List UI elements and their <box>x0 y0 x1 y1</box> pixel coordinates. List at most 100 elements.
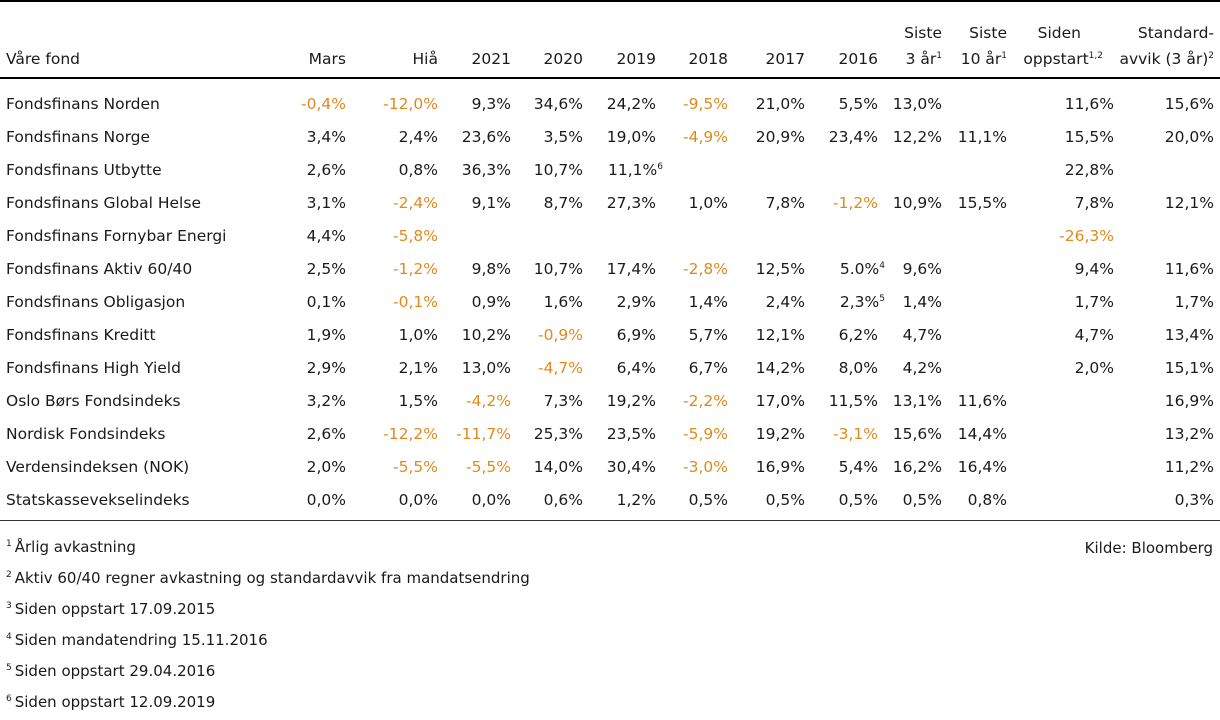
cell-value: 8,0% <box>838 359 878 377</box>
cell-value: 3,2% <box>306 392 346 410</box>
cell-value: 11,2% <box>1164 458 1214 476</box>
cell-value: 5.0% <box>839 260 880 278</box>
cell-siden: 1,7% <box>1075 293 1114 311</box>
cell-value: 8,7% <box>543 194 583 212</box>
footnote: 5 Siden oppstart 29.04.2016 <box>6 662 215 680</box>
cell-y2021: -5,5% <box>466 458 511 476</box>
cell-hia: 2,1% <box>399 359 438 377</box>
cell-y2018: 6,7% <box>689 359 728 377</box>
footnote-text: Årlig avkastning <box>14 538 136 556</box>
cell-value: 15,5% <box>1064 128 1114 146</box>
cell-y2019: 1,2% <box>617 491 656 509</box>
cell-value: 21,0% <box>755 95 805 113</box>
fund-name: Fondsfinans Norden <box>6 95 160 113</box>
header-2016: 2016 <box>838 50 878 68</box>
cell-value: -0,1% <box>393 293 438 311</box>
cell-footnote-ref: 4 <box>879 261 885 271</box>
cell-mars: 2,6% <box>307 161 346 179</box>
cell-value: 7,3% <box>543 392 583 410</box>
cell-y2016: 0,5% <box>839 491 878 509</box>
cell-y2017: 17,0% <box>756 392 805 410</box>
cell-value: 11,6% <box>957 392 1007 410</box>
cell-value: 0,5% <box>765 491 805 509</box>
table-row: Fondsfinans Global Helse 3,1% -2,4% 9,1% 8,7… <box>0 194 1220 214</box>
cell-y2021: 0,9% <box>472 293 511 311</box>
cell-value: 0,8% <box>967 491 1007 509</box>
cell-value: 11,6% <box>1064 95 1114 113</box>
fund-name: Verdensindeksen (NOK) <box>6 458 190 476</box>
cell-value: 2,4% <box>398 128 438 146</box>
cell-y2019: 19,2% <box>607 392 656 410</box>
cell-value: 6,2% <box>838 326 878 344</box>
cell-s3: 15,6% <box>893 425 942 443</box>
cell-value: 23,4% <box>828 128 878 146</box>
cell-y2019: 6,9% <box>617 326 656 344</box>
cell-value: 2,9% <box>306 359 346 377</box>
cell-value: 2,6% <box>306 425 346 443</box>
cell-s3: 0,5% <box>903 491 942 509</box>
cell-value: 1,0% <box>688 194 728 212</box>
cell-mars: 2,6% <box>307 425 346 443</box>
cell-y2017: 20,9% <box>756 128 805 146</box>
cell-value: -2,8% <box>683 260 728 278</box>
cell-value: 3,4% <box>306 128 346 146</box>
cell-mars: 0,1% <box>307 293 346 311</box>
cell-mars: 2,5% <box>307 260 346 278</box>
cell-value: 19,0% <box>606 128 656 146</box>
table-row: Fondsfinans Obligasjon 0,1% -0,1% 0,9% 1,6% 2… <box>0 293 1220 313</box>
cell-value: -4,2% <box>466 392 511 410</box>
header-standardavvik: Standard- avvik (3 år)2 <box>1119 20 1214 72</box>
cell-value: 15,5% <box>957 194 1007 212</box>
cell-y2018: -9,5% <box>683 95 728 113</box>
cell-s3: 12,2% <box>893 128 942 146</box>
header-mars: Mars <box>308 50 346 68</box>
header-siste-3-line1: Siste <box>904 24 942 42</box>
cell-y2020: 7,3% <box>544 392 583 410</box>
cell-value: 0,6% <box>543 491 583 509</box>
cell-value: -12,0% <box>383 95 438 113</box>
cell-y2021: 23,6% <box>462 128 511 146</box>
cell-value: -26,3% <box>1059 227 1114 245</box>
cell-value: 15,6% <box>1164 95 1214 113</box>
source-note: Kilde: Bloomberg <box>1084 539 1213 557</box>
cell-value: 14,2% <box>755 359 805 377</box>
cell-hia: 1,5% <box>399 392 438 410</box>
cell-y2016: 5,5% <box>839 95 878 113</box>
cell-value: 9,1% <box>471 194 511 212</box>
table-row: Statskassevekselindeks 0,0% 0,0% 0,0% 0,6% 1,… <box>0 491 1220 511</box>
cell-value: 0,5% <box>902 491 942 509</box>
bottom-rule <box>0 520 1220 521</box>
cell-value: 2,1% <box>398 359 438 377</box>
cell-y2017: 7,8% <box>766 194 805 212</box>
cell-value: 5,7% <box>688 326 728 344</box>
cell-y2020: 10,7% <box>534 161 583 179</box>
cell-y2017: 16,9% <box>756 458 805 476</box>
header-siste-10-ar: Siste 10 år1 <box>961 20 1007 72</box>
cell-value: 10,7% <box>533 260 583 278</box>
footnote-text: Siden oppstart 17.09.2015 <box>14 600 216 618</box>
cell-value: -3,1% <box>833 425 878 443</box>
cell-s3: 13,1% <box>893 392 942 410</box>
cell-y2020: 3,5% <box>544 128 583 146</box>
cell-value: 0,8% <box>398 161 438 179</box>
cell-s10: 16,4% <box>958 458 1007 476</box>
cell-value: 9,6% <box>902 260 942 278</box>
cell-value: 7,8% <box>765 194 805 212</box>
fund-name: Fondsfinans Global Helse <box>6 194 201 212</box>
cell-value: -0,9% <box>538 326 583 344</box>
cell-value: 2,0% <box>1074 359 1114 377</box>
cell-value: 24,2% <box>606 95 656 113</box>
cell-s10: 14,4% <box>958 425 1007 443</box>
cell-value: -3,0% <box>683 458 728 476</box>
cell-value: 1,7% <box>1174 293 1214 311</box>
header-siste-10-line2: 10 år <box>960 50 1002 68</box>
cell-value: 0,3% <box>1174 491 1214 509</box>
cell-siden: -26,3% <box>1059 227 1114 245</box>
header-siden-line1: Siden <box>1037 24 1081 42</box>
footnote: 1 Årlig avkastning <box>6 538 136 556</box>
cell-hia: 2,4% <box>399 128 438 146</box>
header-siste-10-line1: Siste <box>969 24 1007 42</box>
cell-value: 0,5% <box>838 491 878 509</box>
cell-value: 12,2% <box>892 128 942 146</box>
cell-value: 9,8% <box>471 260 511 278</box>
